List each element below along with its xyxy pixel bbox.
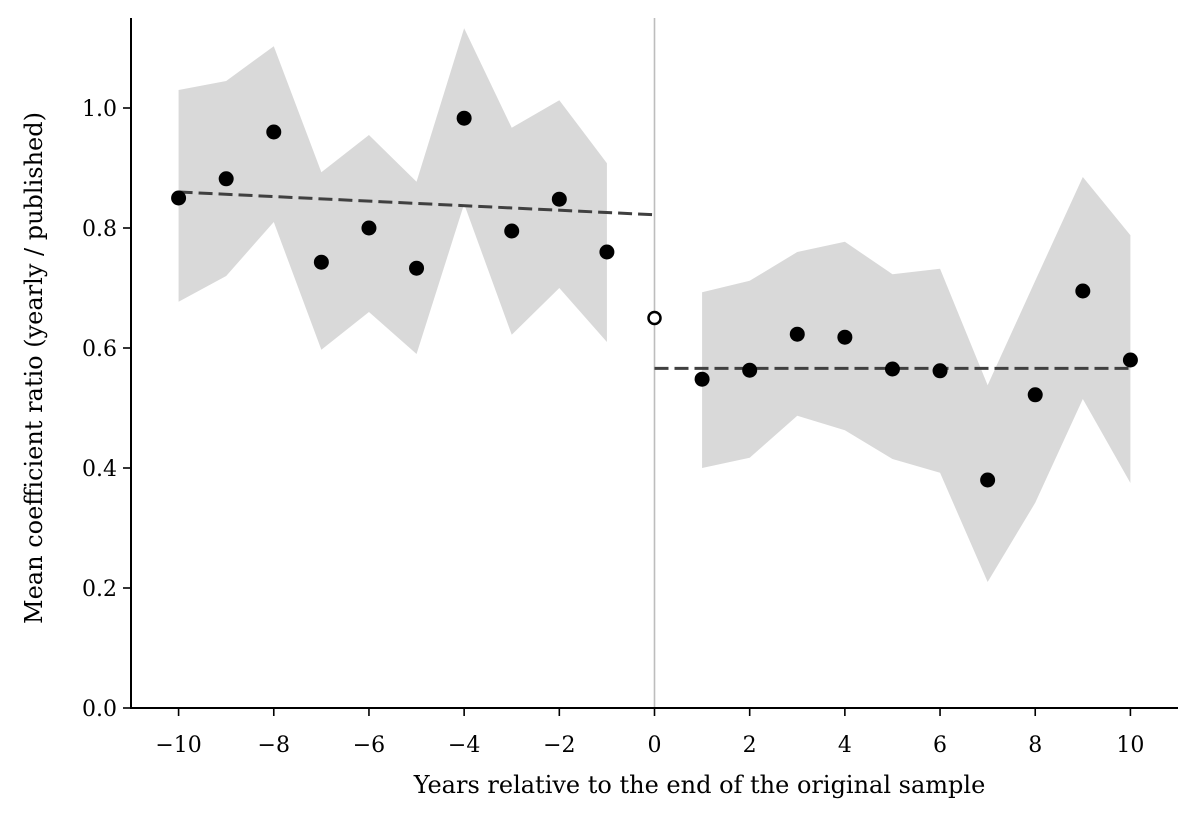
x-tick-label: −2 — [543, 733, 575, 758]
data-point — [551, 191, 567, 207]
y-axis-label: Mean coefficient ratio (yearly / publish… — [20, 112, 48, 624]
confidence-bands — [178, 28, 1131, 582]
data-point — [456, 110, 472, 126]
data-point — [789, 326, 805, 342]
data-point — [884, 361, 900, 377]
data-point — [218, 171, 234, 187]
data-point — [504, 223, 520, 239]
data-point — [409, 260, 425, 276]
data-point — [361, 220, 377, 236]
y-tick-label: 0.0 — [82, 697, 117, 722]
x-tick-label: −10 — [155, 733, 201, 758]
data-point — [694, 371, 710, 387]
data-point — [313, 254, 329, 270]
data-point — [1075, 283, 1091, 299]
data-point — [980, 472, 996, 488]
y-tick-label: 0.6 — [82, 337, 117, 362]
y-tick-label: 0.2 — [82, 577, 117, 602]
confidence-band-post — [702, 177, 1131, 582]
x-tick-label: −4 — [448, 733, 480, 758]
x-tick-label: 0 — [648, 733, 662, 758]
y-tick-label: 1.0 — [82, 97, 117, 122]
y-axis-ticks: 0.0 0.2 0.4 0.6 0.8 1.0 — [82, 97, 131, 722]
x-axis-label: Years relative to the end of the origina… — [413, 771, 986, 799]
x-tick-label: 2 — [743, 733, 757, 758]
x-tick-label: 10 — [1116, 733, 1144, 758]
x-tick-label: 4 — [838, 733, 852, 758]
x-tick-label: −6 — [353, 733, 385, 758]
x-tick-label: 6 — [933, 733, 947, 758]
data-point — [1122, 352, 1138, 368]
data-point — [171, 190, 187, 206]
y-tick-label: 0.8 — [82, 217, 117, 242]
open-data-point — [647, 310, 662, 326]
y-tick-label: 0.4 — [82, 457, 117, 482]
data-point — [1027, 387, 1043, 403]
x-tick-label: −8 — [258, 733, 290, 758]
data-point — [266, 124, 282, 140]
data-point — [837, 329, 853, 345]
data-points — [171, 110, 1138, 488]
x-tick-label: 8 — [1028, 733, 1042, 758]
data-point — [742, 362, 758, 378]
x-axis-ticks: −10 −8 −6 −4 −2 0 2 4 6 8 10 — [155, 708, 1144, 758]
data-point — [599, 244, 615, 260]
data-point — [932, 363, 948, 379]
confidence-band-pre — [178, 28, 607, 354]
